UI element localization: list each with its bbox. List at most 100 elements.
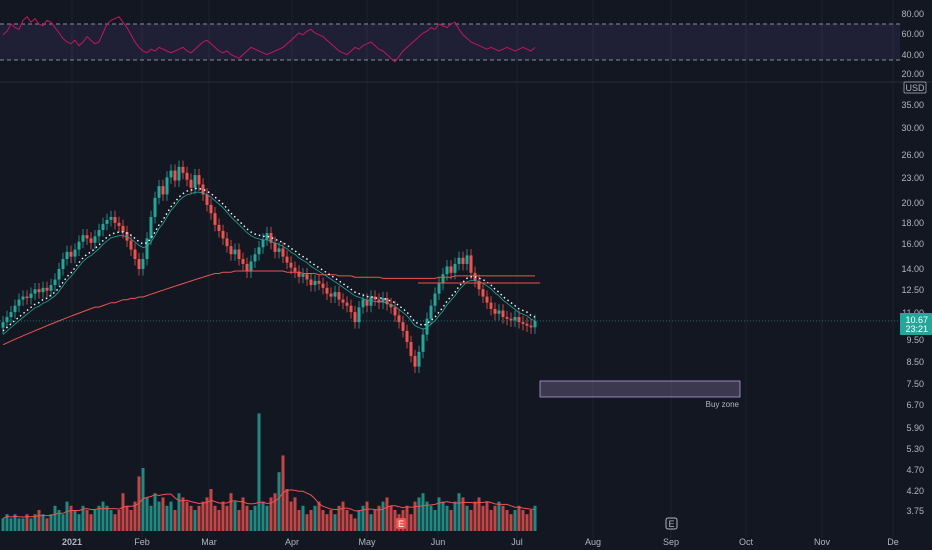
volume-bar [257, 413, 261, 531]
earnings-marker[interactable]: E [396, 518, 406, 529]
earnings-marker-upcoming[interactable]: E [665, 517, 678, 530]
volume-bar [505, 510, 509, 531]
volume-bar [237, 510, 241, 531]
volume-bar [325, 514, 329, 531]
volume-bar [209, 489, 213, 531]
candle [197, 168, 201, 191]
volume-bar [69, 505, 73, 531]
volume-bar [509, 514, 513, 531]
oscillator-tick-label: 80.00 [901, 9, 924, 19]
price-tick-label: 18.00 [901, 218, 924, 228]
candle [417, 345, 421, 374]
candle [285, 250, 289, 270]
volume-bar [385, 497, 389, 531]
volume-bar [497, 501, 501, 531]
candle [521, 315, 525, 331]
candle [33, 283, 37, 301]
volume-bar [313, 505, 317, 531]
candle [297, 265, 301, 284]
candle [149, 210, 153, 245]
candle [341, 293, 345, 310]
volume-bar [481, 505, 485, 531]
candle [245, 257, 249, 279]
candle [529, 319, 533, 334]
candle [489, 296, 493, 316]
volume-bar [17, 518, 21, 531]
candle [113, 210, 117, 230]
volume-bar [229, 493, 233, 531]
candle [265, 226, 269, 246]
oscillator-tick-label: 20.00 [901, 69, 924, 79]
volume-bar [113, 514, 117, 531]
volume-bar [445, 505, 449, 531]
volume-bar [449, 510, 453, 531]
time-tick-label: Apr [285, 537, 299, 547]
moving-average-fast [2, 187, 536, 332]
volume-bar [301, 505, 305, 531]
volume-bar [249, 510, 253, 531]
price-tick-label: 7.50 [906, 379, 924, 389]
volume-bar [137, 476, 141, 531]
price-tick-label: 16.00 [901, 239, 924, 249]
candle [141, 252, 145, 276]
price-tick-label: 12.50 [901, 285, 924, 295]
volume-bar [9, 518, 13, 531]
candle [45, 281, 49, 298]
volume-bar [285, 489, 289, 531]
price-tick-label: 9.50 [906, 335, 924, 345]
candle [477, 274, 481, 296]
volume-bar [353, 518, 357, 531]
volume-bar [469, 510, 473, 531]
time-tick-label: Jul [511, 537, 523, 547]
volume-bar [185, 501, 189, 531]
candle [505, 310, 509, 326]
volume-bar [253, 505, 257, 531]
buy-zone-box[interactable] [539, 380, 741, 398]
volume-bar [153, 493, 157, 531]
time-axis[interactable]: 2021 Feb Mar Apr May Jun Jul Aug Sep Oct Nov De [62, 537, 899, 547]
candle [485, 290, 489, 310]
volume-bar [245, 505, 249, 531]
volume-bar [181, 497, 185, 531]
oscillator-panel[interactable] [0, 16, 900, 63]
volume-bar [213, 505, 217, 531]
volume-bar [105, 505, 109, 531]
candle [185, 166, 189, 187]
candle [229, 239, 233, 261]
volume-bar [29, 518, 33, 531]
time-tick-label: Oct [739, 537, 754, 547]
volume-bar [357, 510, 361, 531]
price-tick-label: 14.00 [901, 264, 924, 274]
volume-bar [193, 510, 197, 531]
volume-bar [197, 505, 201, 531]
candle [337, 285, 341, 307]
volume-bar [37, 510, 41, 531]
candle [21, 290, 25, 307]
candle [73, 243, 77, 264]
price-tick-label: 4.70 [906, 465, 924, 475]
price-panel[interactable]: Buy zone [0, 160, 900, 409]
volume-bar [465, 505, 469, 531]
candle [409, 335, 413, 363]
volume-bar [225, 505, 229, 531]
volume-bar [157, 501, 161, 531]
volume-bar [165, 505, 169, 531]
candle [421, 328, 425, 359]
candle [329, 287, 333, 304]
oscillator-line [2, 16, 536, 63]
time-tick-label: Mar [201, 537, 217, 547]
price-axis[interactable]: 80.00 60.00 40.00 20.00 35.00 30.00 26.00 23.00… [901, 9, 924, 516]
volume-bar [189, 505, 193, 531]
volume-bar [297, 510, 301, 531]
candle [413, 349, 417, 374]
candle [217, 218, 221, 238]
volume-bar [533, 505, 537, 531]
volume-bar [89, 514, 93, 531]
candle [405, 324, 409, 349]
volume-bar [173, 510, 177, 531]
volume-bar [437, 497, 441, 531]
volume-bar [161, 497, 165, 531]
candle [281, 242, 285, 264]
candle [145, 232, 149, 266]
